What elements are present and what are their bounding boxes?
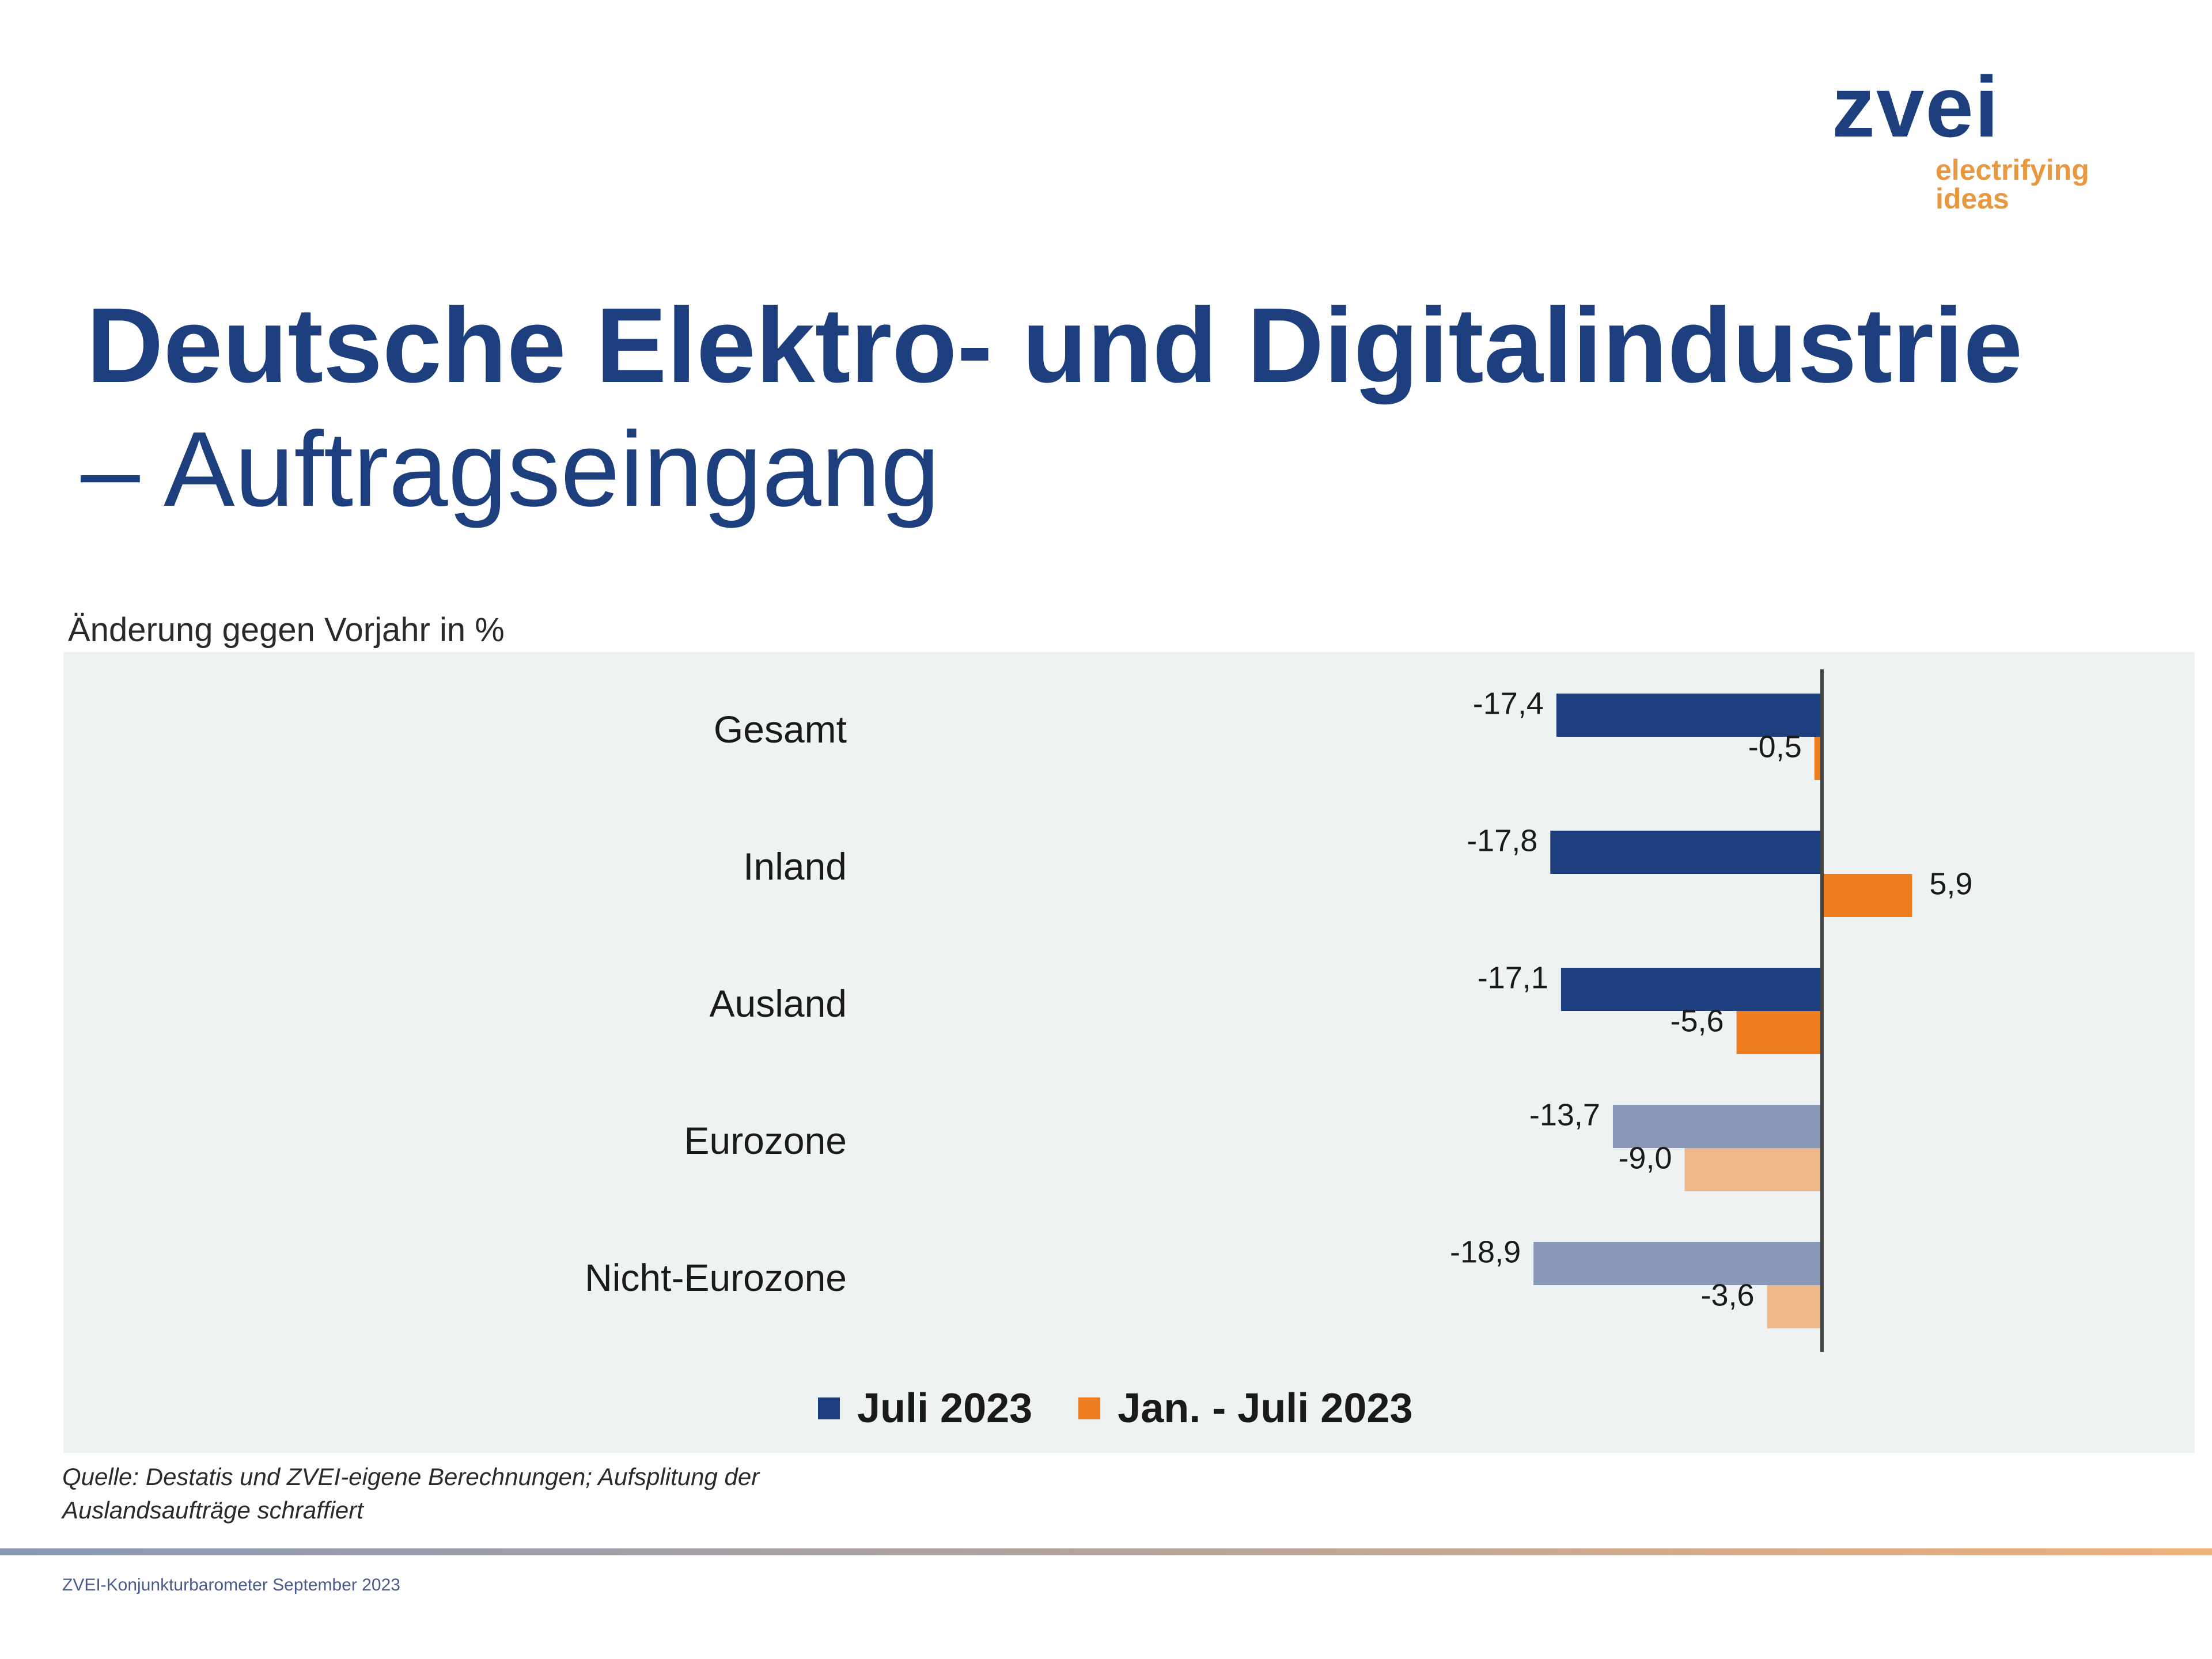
bar-nicht-eurozone-juli [1533, 1242, 1822, 1285]
bar-eurozone-jan-juli [1684, 1148, 1822, 1191]
legend-label-jan-juli: Jan. - Juli 2023 [1118, 1385, 1413, 1431]
data-label-eurozone-jan-juli: -9,0 [1618, 1141, 1672, 1176]
footer-text: ZVEI-Konjunkturbarometer September 2023 [62, 1575, 400, 1594]
chart-legend: Juli 2023 Jan. - Juli 2023 [818, 1382, 1412, 1434]
data-label-eurozone-juli: -13,7 [1529, 1098, 1600, 1132]
category-label-nicht-eurozone: Nicht-Eurozone [585, 1256, 847, 1299]
chart-panel: Gesamt -17,4 -0,5 Inland -17,8 5,9 Ausland -17,… [63, 652, 2195, 1453]
bar-ausland-juli [1560, 968, 1822, 1011]
data-label-ausland-jan-juli: -5,6 [1671, 1004, 1724, 1039]
bar-chart: Gesamt -17,4 -0,5 Inland -17,8 5,9 Ausland -17,… [585, 669, 1972, 1352]
page-subtitle: – Auftragseingang [81, 410, 940, 529]
category-label-gesamt: Gesamt [714, 708, 847, 751]
source-note: Quelle: Destatis und ZVEI-eigene Berechn… [62, 1460, 1041, 1527]
legend-item-jan-juli: Jan. - Juli 2023 [1078, 1385, 1412, 1432]
bar-inland-juli [1550, 831, 1822, 874]
zvei-logo: zvei electrifying ideas [1832, 63, 2120, 225]
bar-gesamt-jan-juli [1814, 737, 1822, 780]
bar-ausland-jan-juli [1736, 1011, 1822, 1054]
data-label-gesamt-jan-juli: -0,5 [1748, 730, 1802, 764]
data-label-inland-jan-juli: 5,9 [1929, 867, 1972, 902]
legend-swatch-juli [818, 1397, 840, 1419]
category-label-ausland: Ausland [709, 982, 847, 1025]
logo-tagline-line1: electrifying [1936, 154, 2089, 186]
bar-inland-jan-juli [1822, 874, 1912, 917]
category-label-inland: Inland [743, 845, 847, 888]
page-title: Deutsche Elektro- und Digitalindustrie [86, 286, 2023, 405]
legend-swatch-jan-juli [1078, 1397, 1101, 1419]
logo-tagline-line2: ideas [1936, 183, 2009, 215]
legend-item-juli: Juli 2023 [818, 1385, 1032, 1432]
source-line-2: Auslandsaufträge schraffiert [62, 1497, 363, 1524]
source-line-1: Quelle: Destatis und ZVEI-eigene Berechn… [62, 1463, 760, 1490]
chart-unit-label: Änderung gegen Vorjahr in % [68, 611, 505, 649]
bar-gesamt-juli [1556, 694, 1822, 737]
legend-label-juli: Juli 2023 [857, 1385, 1033, 1431]
data-label-nicht-eurozone-juli: -18,9 [1450, 1235, 1521, 1270]
logo-tagline: electrifying ideas [1936, 156, 2089, 213]
data-label-gesamt-juli: -17,4 [1473, 687, 1544, 721]
data-label-inland-juli: -17,8 [1467, 824, 1537, 858]
footer-divider [0, 1548, 2212, 1555]
data-label-nicht-eurozone-jan-juli: -3,6 [1701, 1278, 1755, 1313]
category-label-eurozone: Eurozone [684, 1119, 847, 1162]
logo-wordmark: zvei [1832, 58, 2000, 155]
bar-nicht-eurozone-jan-juli [1767, 1285, 1822, 1328]
data-label-ausland-juli: -17,1 [1478, 961, 1548, 995]
bar-eurozone-juli [1612, 1105, 1822, 1148]
